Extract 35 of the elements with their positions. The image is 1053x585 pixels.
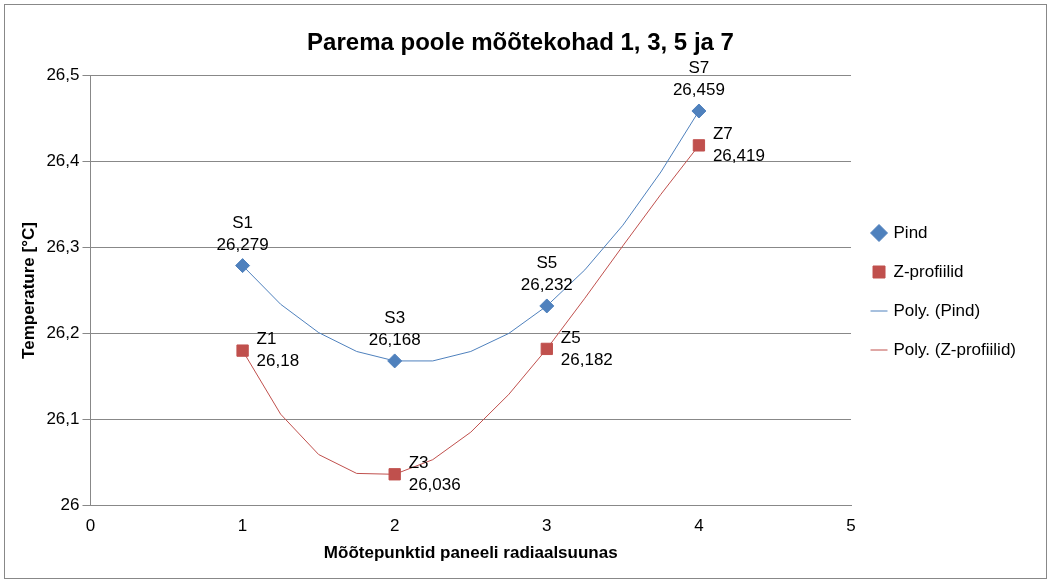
- point: [388, 468, 401, 481]
- x-tick-label: 5: [846, 516, 856, 536]
- y-axis-title: Temperature [°C]: [18, 222, 38, 359]
- x-tick-label: 3: [542, 516, 552, 536]
- point: [540, 342, 553, 356]
- data-label: S5 26,232: [520, 253, 573, 295]
- legend-label: Poly. (Pind): [893, 300, 981, 320]
- data-label: S7 26,459: [672, 58, 725, 100]
- data-label: Z7 26,419: [712, 124, 765, 166]
- point: [691, 103, 707, 119]
- x-tick-label: 4: [694, 516, 704, 536]
- x-tick-label: 0: [85, 516, 96, 536]
- x-tick-label: 2: [389, 516, 400, 536]
- point: [692, 139, 706, 152]
- data-label: S1 26,279: [216, 212, 269, 254]
- legend-label: Pind: [893, 222, 928, 242]
- data-label: Z5 26,182: [560, 327, 613, 369]
- legend-label: Poly. (Z-profiilid): [893, 339, 1017, 359]
- y-tick-label: 26,4: [46, 151, 80, 171]
- y-tick-label: 26: [60, 494, 80, 514]
- data-label: S3 26,168: [368, 308, 421, 350]
- y-tick-label: 26,5: [46, 65, 80, 85]
- y-tick-label: 26,1: [46, 409, 80, 429]
- chart-title: Parema poole mõõtekohad 1, 3, 5 ja 7: [307, 28, 734, 56]
- x-tick-label: 1: [237, 516, 248, 536]
- point: [236, 344, 249, 357]
- point: [539, 298, 555, 314]
- data-label: Z1 26,18: [256, 329, 300, 371]
- y-tick-label: 26,3: [46, 237, 80, 257]
- legend-label: Z-profiilid: [893, 261, 964, 281]
- data-label: Z3 26,036: [408, 452, 461, 494]
- point: [387, 353, 403, 369]
- point: [235, 258, 251, 274]
- x-axis-title: Mõõtepunktid paneeli radiaalsuunas: [323, 543, 618, 563]
- y-tick-label: 26,2: [46, 323, 80, 343]
